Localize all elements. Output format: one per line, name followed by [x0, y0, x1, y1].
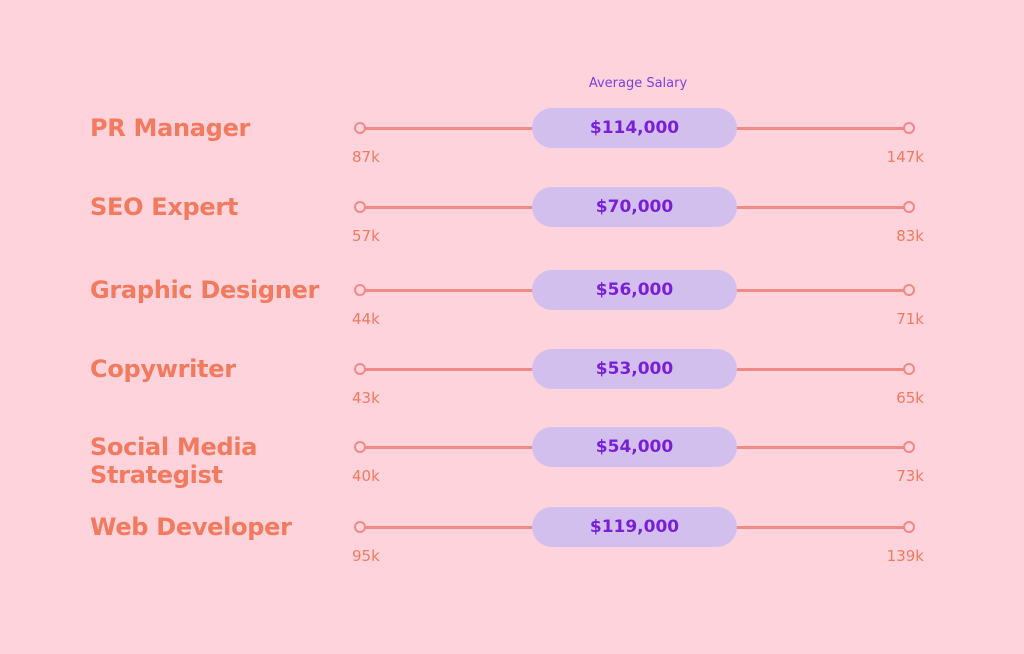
average-salary-pill: $114,000 [532, 108, 737, 148]
range-min-label: 40k [352, 467, 380, 485]
range-max-label: 83k [896, 227, 924, 245]
salary-row: SEO Expert $70,000 57k 83k [0, 187, 1024, 277]
job-title: Graphic Designer [90, 276, 320, 304]
job-title: PR Manager [90, 114, 251, 142]
range-min-marker [354, 441, 366, 453]
salary-row: Copywriter $53,000 43k 65k [0, 349, 1024, 439]
job-title: Copywriter [90, 355, 236, 383]
range-max-marker [903, 441, 915, 453]
job-title: SEO Expert [90, 193, 239, 221]
range-min-label: 87k [352, 148, 380, 166]
range-min-marker [354, 521, 366, 533]
average-salary-pill: $70,000 [532, 187, 737, 227]
range-min-label: 95k [352, 547, 380, 565]
average-salary-pill: $54,000 [532, 427, 737, 467]
range-max-label: 147k [886, 148, 924, 166]
range-min-marker [354, 363, 366, 375]
chart-header: Average Salary [588, 76, 688, 91]
salary-row: Web Developer $119,000 95k 139k [0, 507, 1024, 597]
range-max-label: 71k [896, 310, 924, 328]
range-max-marker [903, 363, 915, 375]
average-salary-pill: $56,000 [532, 270, 737, 310]
range-max-label: 73k [896, 467, 924, 485]
salary-row: Social Media Strategist $54,000 40k 73k [0, 427, 1024, 517]
range-max-marker [903, 284, 915, 296]
range-max-marker [903, 521, 915, 533]
range-min-marker [354, 284, 366, 296]
range-max-marker [903, 122, 915, 134]
salary-row: PR Manager $114,000 87k 147k [0, 108, 1024, 198]
range-min-label: 44k [352, 310, 380, 328]
job-title: Web Developer [90, 513, 292, 541]
range-min-marker [354, 201, 366, 213]
range-max-marker [903, 201, 915, 213]
range-min-label: 57k [352, 227, 380, 245]
average-salary-pill: $119,000 [532, 507, 737, 547]
range-max-label: 139k [886, 547, 924, 565]
job-title: Social Media Strategist [90, 433, 258, 489]
range-min-marker [354, 122, 366, 134]
range-min-label: 43k [352, 389, 380, 407]
salary-row: Graphic Designer $56,000 44k 71k [0, 270, 1024, 360]
average-salary-pill: $53,000 [532, 349, 737, 389]
range-max-label: 65k [896, 389, 924, 407]
